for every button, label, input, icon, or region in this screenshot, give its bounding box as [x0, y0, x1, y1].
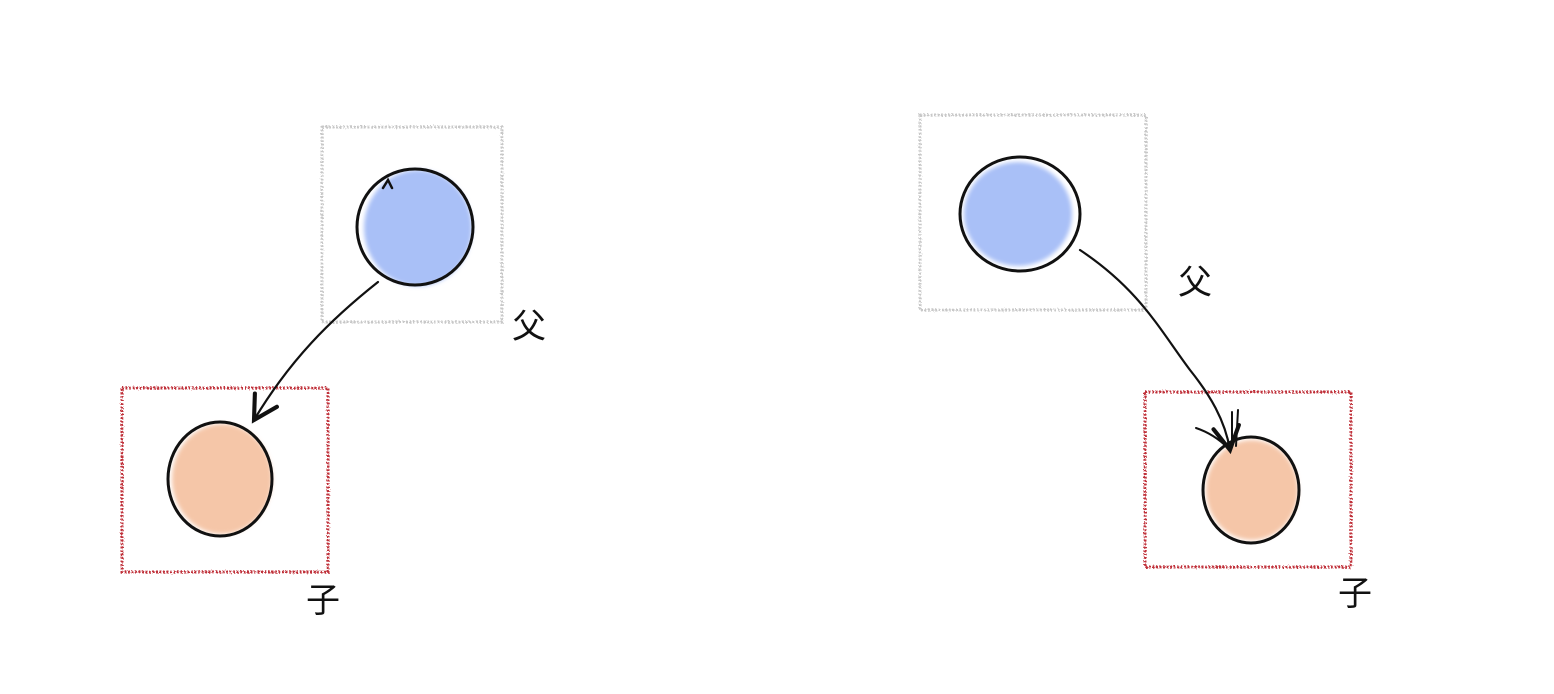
right-child-node: [1201, 435, 1301, 545]
left-child-node: [166, 420, 274, 538]
left-child-label: 子: [306, 581, 340, 621]
left-diagram: 父 子: [120, 125, 546, 621]
left-child-frame: [120, 386, 330, 574]
left-edge-arrow: [251, 280, 380, 424]
right-parent-node: [958, 155, 1082, 273]
right-parent-node-fill: [964, 162, 1072, 266]
left-child-node-fill: [172, 424, 272, 534]
left-parent-label: 父: [512, 307, 546, 347]
right-diagram: 父 子: [918, 113, 1372, 614]
right-parent-label: 父: [1178, 263, 1212, 303]
right-edge-arrow: [1078, 248, 1241, 455]
left-parent-frame: [320, 125, 504, 324]
left-edge-start-hook: [381, 177, 394, 190]
right-child-node-fill: [1206, 440, 1298, 540]
left-parent-node: [355, 167, 475, 287]
right-child-frame: [1143, 390, 1353, 569]
right-edge-tip-scribble: [1195, 409, 1239, 449]
right-parent-frame: [918, 113, 1148, 312]
left-parent-node-fill: [364, 170, 472, 286]
right-child-label: 子: [1338, 574, 1372, 614]
